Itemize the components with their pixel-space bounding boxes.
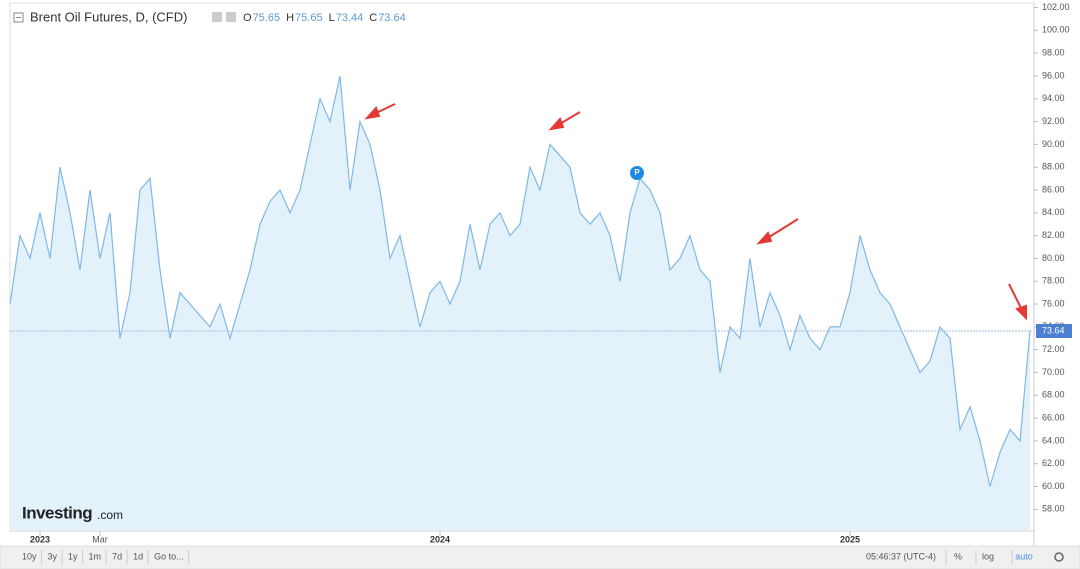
clock: 05:46:37 (UTC-4) [866,551,936,561]
y-tick-label: 58.00 [1042,504,1065,514]
y-tick-label: 86.00 [1042,184,1065,194]
y-tick-label: 94.00 [1042,93,1065,103]
logo-suffix: .com [97,508,123,522]
y-tick-label: 72.00 [1042,344,1065,354]
range-button[interactable]: 1y [68,551,78,561]
x-tick-label: Mar [92,534,108,544]
arrow [765,218,799,240]
ohlc-key: H [286,12,294,24]
last-price-box [1036,323,1072,338]
arrow [1008,283,1023,311]
ohlc-value: 75.65 [295,12,323,24]
range-button[interactable]: 10y [22,551,37,561]
y-tick-label: 100.00 [1042,25,1070,35]
range-button[interactable]: 1m [89,551,102,561]
scale-button[interactable]: log [982,551,994,561]
settings-gear[interactable] [1054,552,1064,562]
y-tick-label: 82.00 [1042,230,1065,240]
range-button[interactable]: 3y [48,551,58,561]
ohlc-key: O [243,12,252,24]
ohlc-key: C [369,12,377,24]
ohlc-value: 73.64 [378,12,406,24]
y-tick-label: 68.00 [1042,390,1065,400]
scale-button[interactable]: auto [1015,551,1033,561]
scale-button[interactable]: % [954,551,962,561]
y-tick-label: 60.00 [1042,481,1065,491]
toolbar [0,545,1080,569]
area-fill [10,76,1030,531]
x-tick-label: 2023 [30,534,50,544]
y-tick-label: 62.00 [1042,458,1065,468]
price-line [9,75,1031,487]
chart-title: Brent Oil Futures, D, (CFD) [30,9,187,24]
y-tick-label: 96.00 [1042,70,1065,80]
logo: Investing [22,503,92,522]
y-tick-label: 102.00 [1042,2,1070,12]
y-tick-label: 80.00 [1042,253,1065,263]
y-tick-label: 92.00 [1042,116,1065,126]
collapse-icon[interactable] [13,12,24,23]
x-tick-label: 2024 [430,534,450,544]
y-tick-label: 90.00 [1042,139,1065,149]
y-tick-label: 64.00 [1042,435,1065,445]
settings-icon[interactable] [212,12,222,22]
ohlc-key: L [329,12,335,24]
y-tick-label: 98.00 [1042,48,1065,58]
x-tick-label: 2025 [840,534,860,544]
eye-icon[interactable] [226,12,236,22]
arrow-head [1015,304,1027,321]
y-tick-label: 84.00 [1042,207,1065,217]
y-tick-label: 66.00 [1042,412,1065,422]
ohlc-value: 73.44 [336,12,364,24]
range-button[interactable]: Go to... [154,551,184,561]
range-button[interactable]: 1d [133,551,143,561]
arrow-head [548,117,565,131]
range-button[interactable]: 7d [112,551,122,561]
y-tick-label: 88.00 [1042,162,1065,172]
y-tick-label: 78.00 [1042,276,1065,286]
event-marker-letter: P [634,168,640,177]
arrow-head [364,106,381,120]
last-price-label: 73.64 [1042,325,1065,335]
arrow-head [756,231,773,245]
ohlc-value: 75.65 [253,12,281,24]
event-marker[interactable] [630,166,644,180]
annotation-arrows [364,103,1027,321]
y-tick-label: 76.00 [1042,298,1065,308]
y-tick-label: 70.00 [1042,367,1065,377]
